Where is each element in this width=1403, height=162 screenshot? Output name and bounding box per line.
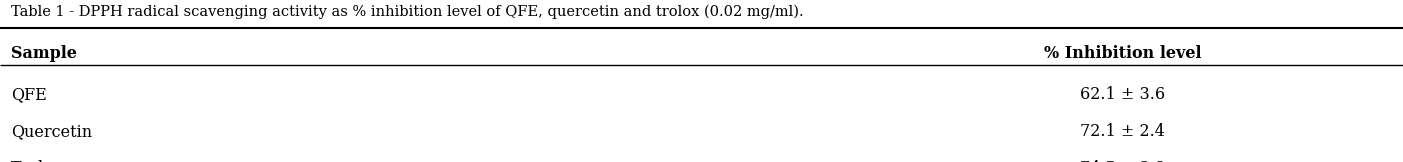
Text: QFE: QFE: [11, 86, 46, 103]
Text: Trolox: Trolox: [11, 160, 63, 162]
Text: % Inhibition level: % Inhibition level: [1044, 45, 1201, 62]
Text: Quercetin: Quercetin: [11, 123, 93, 140]
Text: Sample: Sample: [11, 45, 77, 62]
Text: 62.1 ± 3.6: 62.1 ± 3.6: [1080, 86, 1164, 103]
Text: 74.5 ± 3.8: 74.5 ± 3.8: [1080, 160, 1164, 162]
Text: Table 1 - DPPH radical scavenging activity as % inhibition level of QFE, quercet: Table 1 - DPPH radical scavenging activi…: [11, 5, 804, 19]
Text: 72.1 ± 2.4: 72.1 ± 2.4: [1080, 123, 1164, 140]
